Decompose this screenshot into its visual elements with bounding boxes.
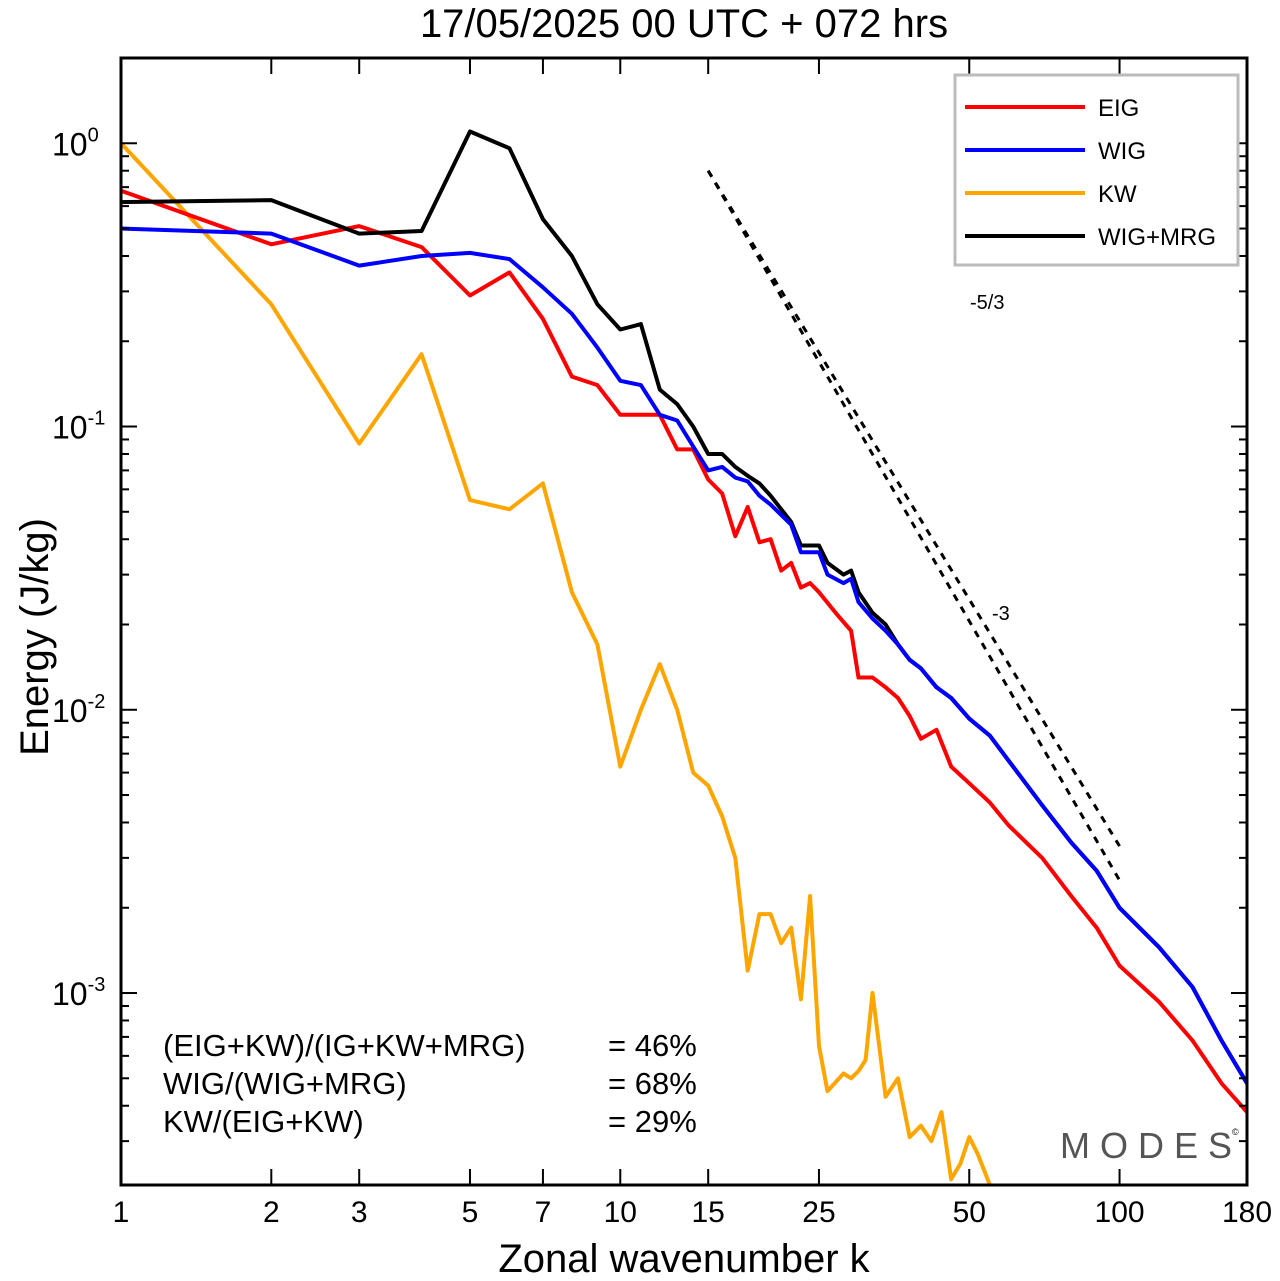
y-tick-label: 10-3 (52, 974, 105, 1012)
x-tick-label: 10 (604, 1196, 637, 1229)
legend-label: WIG (1098, 138, 1146, 165)
x-tick-label: 5 (462, 1196, 479, 1229)
x-tick-label: 3 (351, 1196, 368, 1229)
reference-line-label: -3 (992, 603, 1010, 625)
x-tick-label: 100 (1095, 1196, 1145, 1229)
series-line-wig (121, 226, 1247, 1085)
x-tick-label: 7 (535, 1196, 552, 1229)
plot-frame (119, 56, 1249, 1187)
annotation-ratio-label: KW/(EIG+KW) (163, 1104, 364, 1139)
x-tick-label: 25 (802, 1196, 835, 1229)
y-tick-label: 100 (52, 124, 99, 162)
modes-watermark: MODES (1060, 1125, 1242, 1166)
x-tick-label: 2 (263, 1196, 280, 1229)
legend-label: KW (1098, 181, 1137, 208)
y-tick-label: 10-1 (52, 408, 105, 446)
copyright-mark: © (1232, 1127, 1239, 1137)
series-line-wig-mrg (121, 129, 1247, 1085)
y-axis-label: Energy (J/kg) (13, 518, 57, 756)
reference-slope-lines: -5/3 -3 (706, 169, 1121, 882)
x-tick-label: 180 (1222, 1196, 1272, 1229)
reference-line-label: -5/3 (970, 292, 1004, 314)
annotation-ratio-value: = 29% (608, 1104, 697, 1139)
reference-line-minus-3 (706, 169, 1121, 882)
legend-label: WIG+MRG (1098, 224, 1216, 251)
legend: EIG WIG KW WIG+MRG (953, 73, 1240, 267)
legend-label: EIG (1098, 95, 1139, 122)
annotation-ratio-value: = 46% (608, 1028, 697, 1063)
y-tick-label: 10-2 (52, 691, 105, 729)
chart-title: 17/05/2025 00 UTC + 072 hrs (420, 2, 948, 46)
series-line-eig (121, 188, 1247, 1114)
reference-line-minus-5-3 (706, 169, 1121, 847)
x-tick-label: 1 (113, 1196, 130, 1229)
x-tick-label: 50 (953, 1196, 986, 1229)
annotation-ratio-label: (EIG+KW)/(IG+KW+MRG) (163, 1028, 526, 1063)
ratio-annotations: (EIG+KW)/(IG+KW+MRG) = 46% WIG/(WIG+MRG) = … (163, 1028, 697, 1139)
x-axis-label: Zonal wavenumber k (498, 1237, 870, 1281)
x-tick-label: 15 (692, 1196, 725, 1229)
annotation-ratio-value: = 68% (608, 1066, 697, 1101)
series-lines (121, 129, 1247, 1185)
series-line-kw (121, 141, 992, 1185)
annotation-ratio-label: WIG/(WIG+MRG) (163, 1066, 407, 1101)
